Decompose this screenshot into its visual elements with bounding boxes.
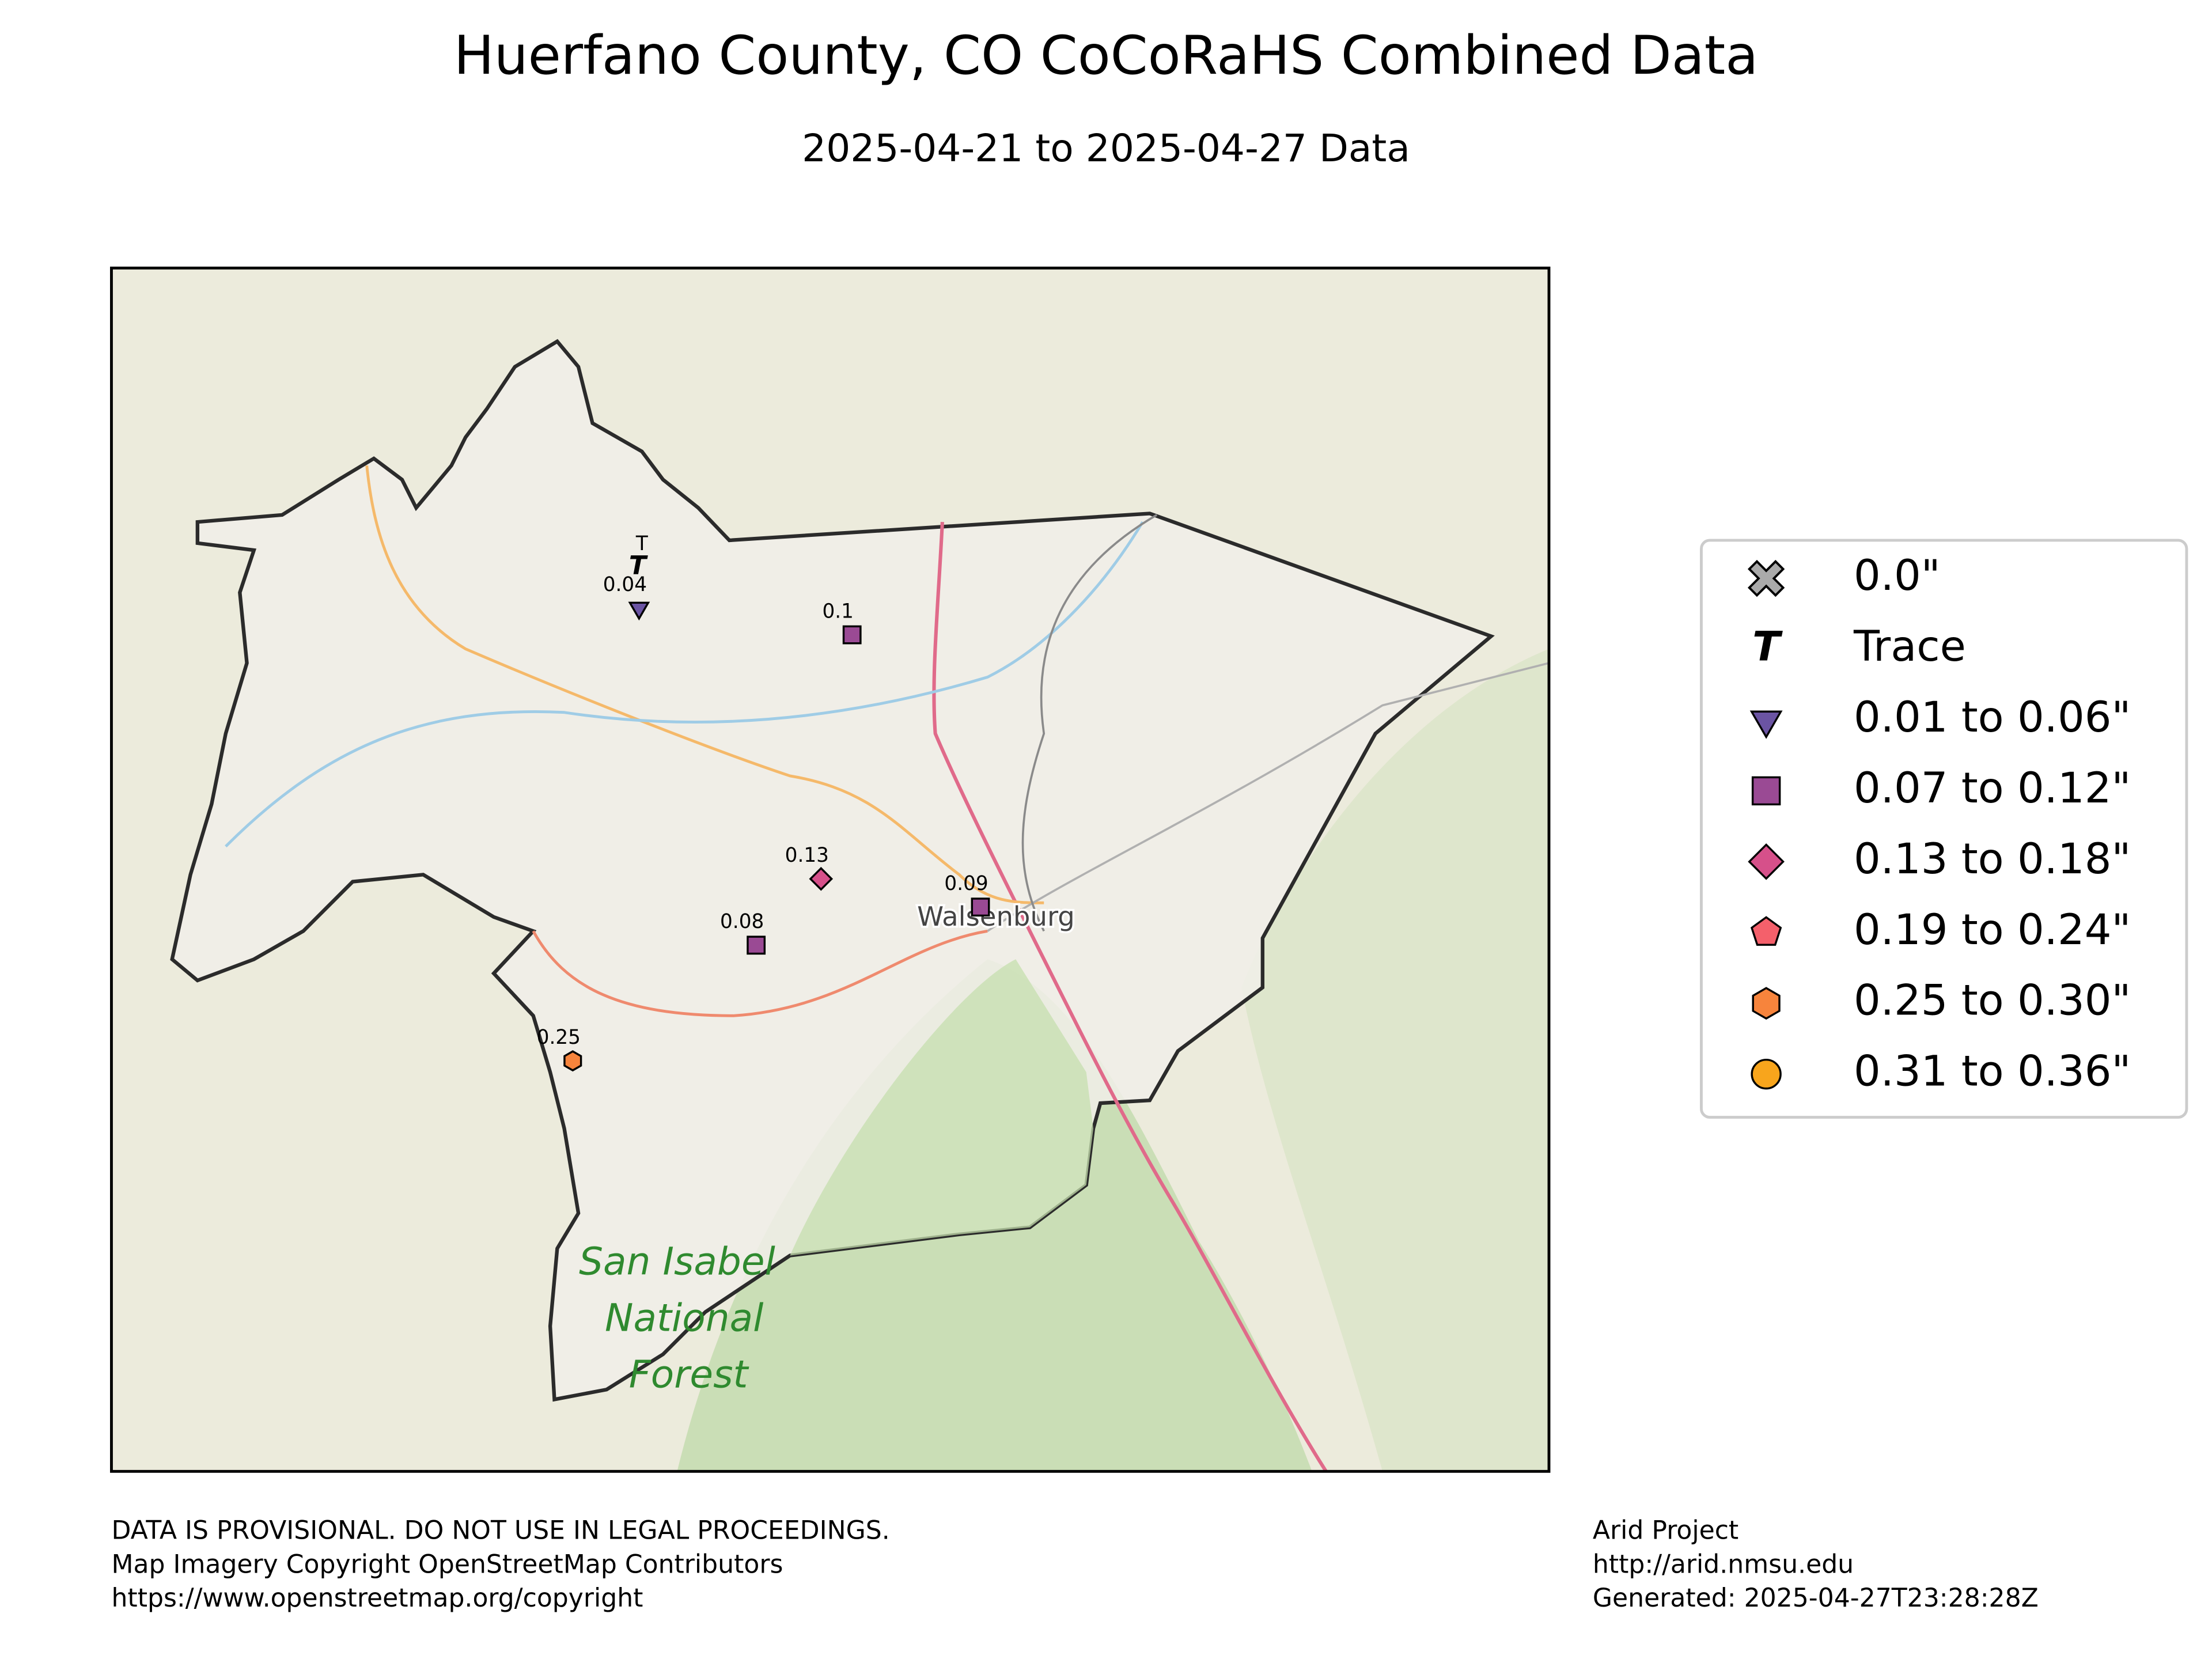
forest-area — [790, 959, 1093, 1256]
map-frame — [110, 266, 1551, 1473]
forest-label-line: National — [605, 1296, 764, 1340]
road — [987, 662, 1549, 932]
marker — [563, 1050, 582, 1072]
legend-label: 0.25 to 0.30" — [1854, 976, 2131, 1025]
forest-label-line: Forest — [629, 1352, 749, 1396]
legend-label: 0.01 to 0.06" — [1854, 693, 2131, 742]
footer: DATA IS PROVISIONAL. DO NOT USE IN LEGAL… — [111, 1516, 2038, 1613]
forest-label-line: San Isabel — [579, 1239, 775, 1283]
map: Walsenburg San Isabel National Forest TT… — [111, 268, 1549, 1472]
marker: T — [1752, 623, 1783, 671]
marker — [1747, 559, 1785, 597]
marker — [971, 897, 990, 917]
footer-left: DATA IS PROVISIONAL. DO NOT USE IN LEGAL… — [111, 1516, 889, 1546]
road — [532, 929, 988, 1017]
footer-right: Arid Project — [1593, 1516, 1738, 1546]
marker — [1750, 916, 1782, 946]
legend-label: 0.0" — [1854, 551, 1941, 600]
legend-label: 0.07 to 0.12" — [1854, 764, 2131, 813]
station-label: 0.13 — [785, 844, 829, 867]
legend-label: 0.13 to 0.18" — [1854, 835, 2131, 884]
county-outline — [170, 339, 1495, 1402]
footer-right: http://arid.nmsu.edu — [1593, 1550, 1854, 1579]
marker — [628, 601, 650, 621]
legend-box — [1700, 539, 2188, 1119]
legend-label: 0.19 to 0.24" — [1854, 906, 2131, 955]
marker — [1749, 710, 1783, 739]
station-label: 0.04 — [603, 573, 647, 596]
station-label: 0.1 — [822, 600, 854, 623]
road — [365, 465, 1044, 904]
marker — [1748, 843, 1785, 880]
marker — [842, 625, 862, 645]
forest-label: San Isabel National Forest — [579, 1239, 775, 1396]
highway — [932, 521, 1328, 1472]
road — [1021, 514, 1158, 932]
marker — [809, 866, 834, 891]
station-label: T — [635, 532, 649, 555]
place-label: Walsenburg — [917, 901, 1075, 932]
subtitle: 2025-04-21 to 2025-04-27 Data — [802, 126, 1410, 171]
station-label: 0.08 — [720, 910, 764, 933]
footer-right: Generated: 2025-04-27T23:28:28Z — [1593, 1584, 2039, 1613]
footer-left: https://www.openstreetmap.org/copyright — [111, 1584, 643, 1613]
legend-label: 0.31 to 0.36" — [1854, 1047, 2131, 1096]
footer-left: Map Imagery Copyright OpenStreetMap Cont… — [111, 1550, 783, 1579]
station-label: 0.25 — [537, 1026, 581, 1049]
marker — [1751, 776, 1781, 806]
marker — [1751, 1058, 1782, 1090]
legend-label: Trace — [1853, 622, 1966, 671]
marker: T — [629, 551, 648, 580]
forest-area — [1241, 649, 1549, 1472]
station-label: 0.09 — [944, 872, 988, 895]
marker — [747, 935, 766, 955]
marker — [1752, 987, 1781, 1020]
stations: TT0.040.10.130.090.080.25 — [537, 532, 990, 1072]
legend: 0.0" T Trace 0.01 to 0.06" 0.07 to 0.12" 0.13… — [1747, 551, 2131, 1096]
title: Huerfano County, CO CoCoRaHS Combined Da… — [454, 24, 1759, 86]
